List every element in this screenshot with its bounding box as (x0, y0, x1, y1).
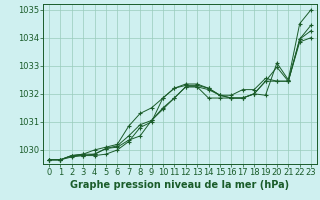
X-axis label: Graphe pression niveau de la mer (hPa): Graphe pression niveau de la mer (hPa) (70, 180, 290, 190)
